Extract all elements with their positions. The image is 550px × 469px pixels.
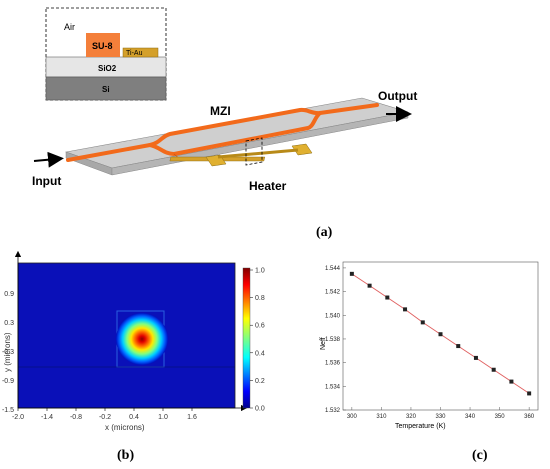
heater-label: Heater [249, 179, 287, 193]
neff-point [403, 307, 408, 312]
c-x-tick-label: 320 [406, 414, 417, 420]
su8-label: SU-8 [92, 41, 113, 51]
c-xlabel: Temperature (K) [395, 423, 446, 430]
c-ylabel: Neff [320, 337, 327, 350]
c-x-tick-label: 310 [376, 414, 387, 420]
sio2-label: SiO2 [98, 64, 117, 73]
b-x-tick-label: -0.8 [70, 414, 82, 421]
panel-c-label: (c) [472, 448, 488, 463]
neff-point [349, 271, 354, 276]
b-x-tick-label: 0.4 [129, 414, 139, 421]
tiau-label: Ti-Au [126, 50, 143, 57]
c-x-tick-label: 350 [495, 414, 506, 420]
b-x-tick-label: -1.4 [41, 414, 53, 421]
neff-point [420, 320, 425, 325]
c-x-tick-label: 360 [524, 414, 535, 420]
b-y-tick-label: -0.9 [2, 378, 14, 385]
colorbar-tick-label: 0.6 [255, 323, 265, 330]
panel-c: 300 310 320 330 340 350 360 1.532 1.534 1.536 1.53… [320, 261, 539, 463]
b-x-tick-label: -0.2 [99, 414, 111, 421]
si-label: Si [102, 85, 110, 94]
heater-electrodes [169, 143, 313, 167]
b-xlabel: x (microns) [105, 423, 145, 432]
c-y-tick-label: 1.536 [325, 361, 341, 367]
input-arrow [33, 151, 64, 168]
neff-point [367, 283, 372, 288]
c-x-tick-label: 340 [465, 414, 476, 420]
neff-point [527, 391, 532, 396]
panel-a: Air SU-8 Ti-Au SiO2 Si [32, 7, 417, 240]
b-x-tick-label: -2.0 [12, 414, 24, 421]
b-x-ticks: -2.0 -1.4 -0.8 -0.2 0.4 1.0 1.6 [12, 408, 197, 421]
b-ylabel: y (microns) [3, 332, 12, 372]
b-y-tick-label: -0.3 [2, 349, 14, 356]
neff-point [509, 379, 514, 384]
panel-b-label: (b) [117, 448, 134, 463]
colorbar-ticks: 1.0 0.8 0.6 0.4 0.2 0.0 [250, 268, 265, 413]
neff-chart: 300 310 320 330 340 350 360 1.532 1.534 1.536 1.53… [325, 261, 539, 420]
panel-b: -2.0 -1.4 -0.8 -0.2 0.4 1.0 1.6 0.9 0.3 -0.3 -0.9… [2, 250, 265, 463]
colorbar-tick-label: 0.2 [255, 378, 265, 385]
neff-point [385, 295, 390, 300]
mode-profile [116, 313, 168, 365]
colorbar [242, 267, 251, 409]
panel-a-label: (a) [316, 225, 333, 240]
neff-point [456, 344, 461, 349]
c-y-tick-label: 1.542 [325, 290, 341, 296]
mzi-label: MZI [210, 104, 231, 118]
b-y-ticks: 0.9 0.3 -0.3 -0.9 -1.5 [2, 291, 14, 414]
b-x-tick-label: 1.6 [187, 414, 197, 421]
air-label: Air [64, 22, 75, 32]
c-y-tick-label: 1.538 [325, 337, 341, 343]
tiau-pad [122, 47, 159, 58]
c-y-tick-label: 1.540 [325, 313, 341, 319]
c-x-tick-label: 300 [347, 414, 358, 420]
neff-point [491, 367, 496, 372]
si-layer [45, 76, 167, 101]
colorbar-tick-label: 0.4 [255, 350, 265, 357]
colorbar-tick-label: 1.0 [255, 268, 265, 275]
c-y-tick-label: 1.534 [325, 384, 341, 390]
b-y-tick-label: 0.3 [4, 320, 14, 327]
c-y-tick-label: 1.532 [325, 408, 341, 414]
b-y-tick-label: 0.9 [4, 291, 14, 298]
cross-section-plane [245, 137, 263, 166]
c-x-tick-label: 330 [435, 414, 446, 420]
neff-point [438, 332, 443, 337]
su8-block [86, 33, 120, 57]
b-y-tick-label: -1.5 [2, 407, 14, 414]
input-label: Input [32, 174, 61, 188]
colorbar-tick-label: 0.8 [255, 295, 265, 302]
output-label: Output [378, 89, 417, 103]
neff-point [473, 355, 478, 360]
colorbar-tick-label: 0.0 [255, 406, 265, 413]
c-y-tick-label: 1.544 [325, 266, 341, 272]
cross-section-inset: Air SU-8 Ti-Au SiO2 Si [45, 7, 167, 101]
b-x-tick-label: 1.0 [158, 414, 168, 421]
